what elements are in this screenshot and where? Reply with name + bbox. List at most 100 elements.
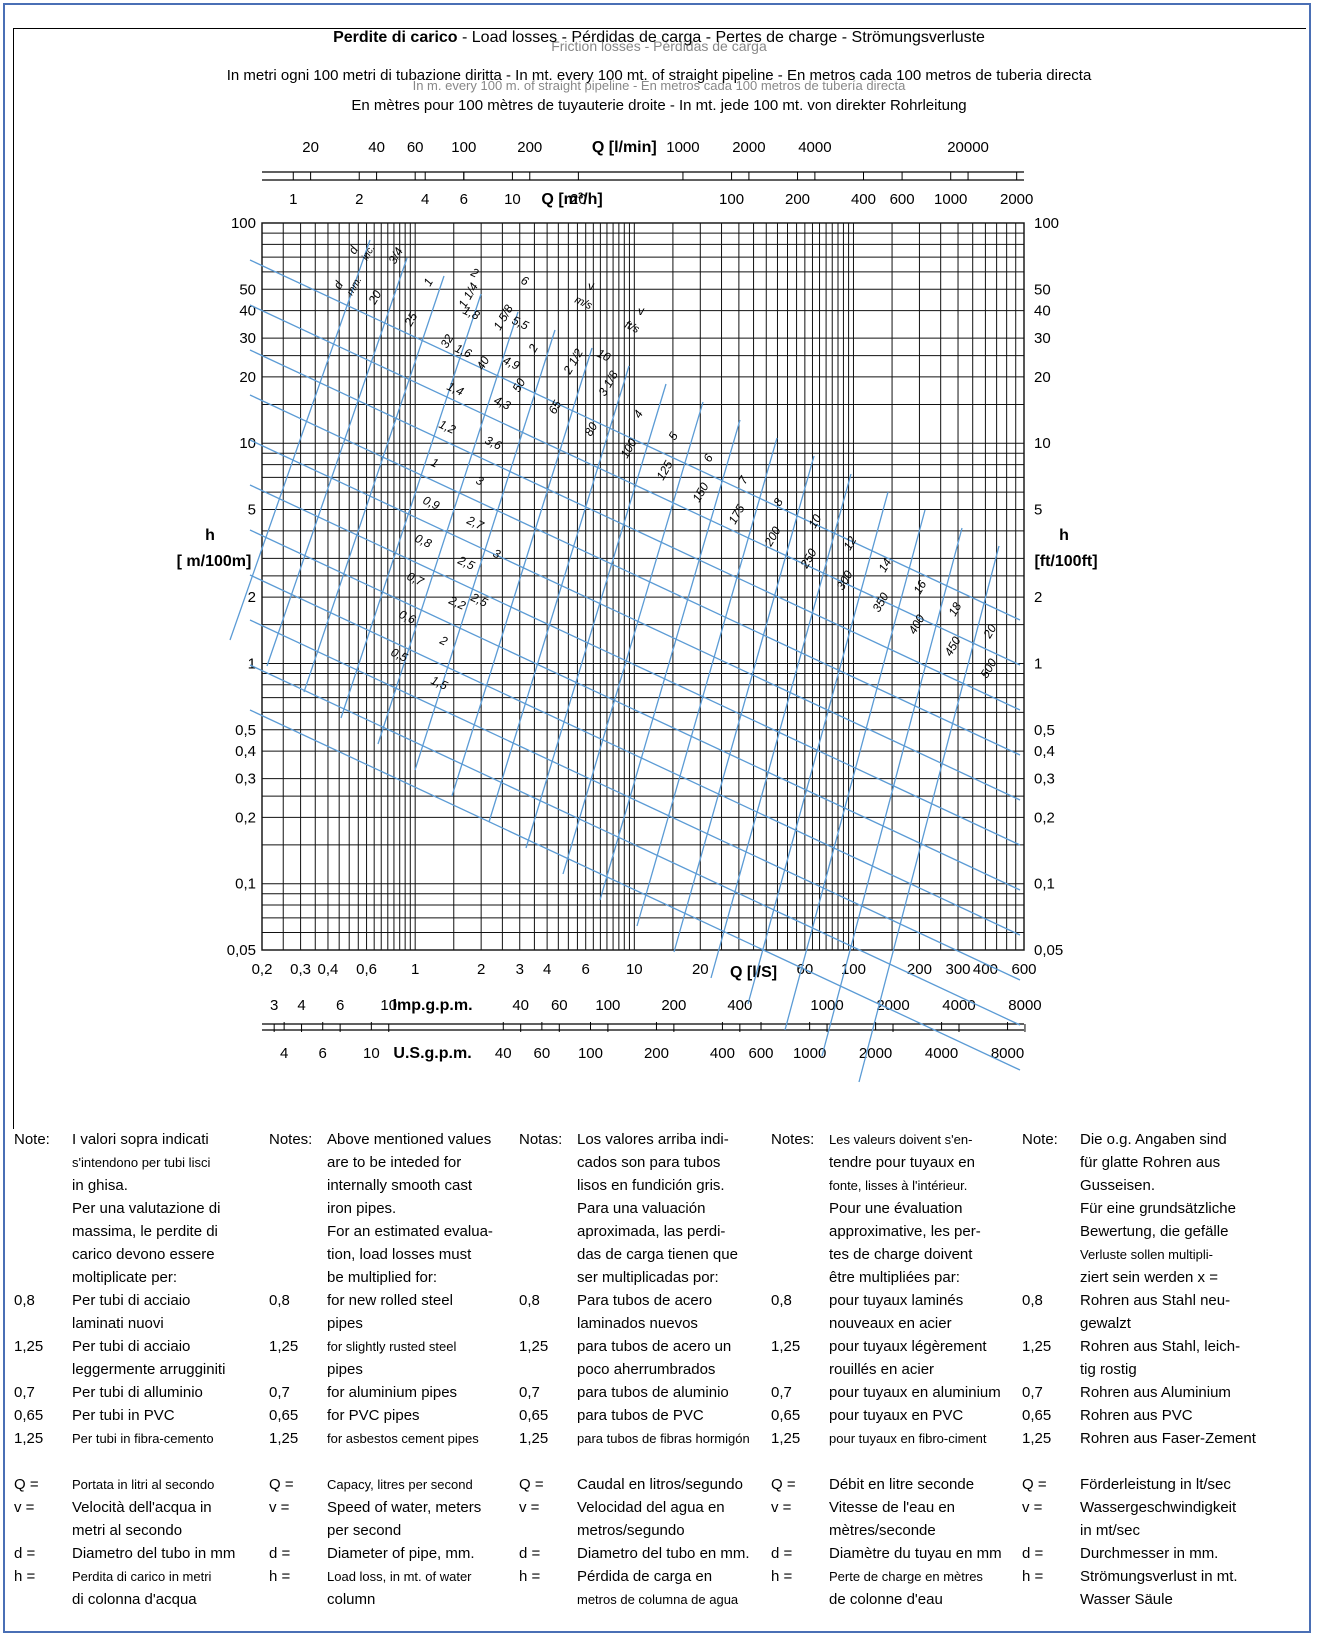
legend-symbol: h = [14, 1568, 36, 1585]
velocity-ft-header-unit: ft/s [623, 319, 642, 336]
factor-description: for new rolled steel [327, 1292, 453, 1309]
notes-text-line: Les valeurs doivent s'en- [829, 1132, 973, 1147]
velocity-fts-label: 2,5 [468, 590, 490, 610]
secondary-axis-tick-label: 1000 [793, 1045, 826, 1062]
diameter-inch-label: 1 [420, 276, 435, 289]
secondary-axis-tick-label: 200 [644, 1045, 669, 1062]
notes-heading: Notes: [771, 1131, 815, 1148]
secondary-axis-tick-label: 60 [551, 997, 568, 1014]
factor-description: for asbestos cement pipes [327, 1431, 479, 1446]
velocity-label: 1,8 [461, 303, 482, 323]
legend-description: metros de columna de agua [577, 1592, 739, 1607]
factor-description: for slightly rusted steel [327, 1339, 457, 1354]
factor-description: pour tuyaux légèrement [829, 1338, 987, 1355]
velocity-label: 0,9 [421, 493, 442, 513]
notes-text-line: Para una valuación [577, 1200, 706, 1217]
x-tick-label: 600 [1011, 961, 1036, 978]
notes-text-line: For an estimated evalua- [327, 1223, 493, 1240]
legend-description: Perte de charge en mètres [829, 1569, 983, 1584]
secondary-axis-tick-label: 400 [851, 191, 876, 208]
diameter-mm-label: 32 [437, 332, 456, 351]
y-axis-unit-right: [ft/100ft] [1034, 553, 1097, 570]
secondary-axis-tick-label: 10 [504, 191, 521, 208]
velocity-line [249, 259, 1021, 621]
factor-description: for aluminium pipes [327, 1384, 458, 1401]
notes-heading: Notes: [269, 1131, 313, 1148]
secondary-axis-label: Imp.g.p.m. [393, 997, 473, 1014]
diameter-inch-label: 2 1/2 [560, 346, 586, 377]
notes-text-line: Die o.g. Angaben sind [1080, 1131, 1227, 1148]
legend-description: Vitesse de l'eau en [829, 1499, 956, 1516]
secondary-axis-tick-label: 1000 [666, 139, 699, 156]
diameter-mm-label: 300 [833, 568, 855, 593]
diameter-mm-label: 175 [725, 502, 747, 527]
y-tick-label-left: 0,1 [235, 876, 256, 893]
secondary-axis-tick-label: 4 [280, 1045, 288, 1062]
velocity-label: 0,8 [413, 531, 434, 551]
factor-value: 0,65 [1022, 1407, 1052, 1424]
secondary-axis-label: U.S.g.p.m. [393, 1045, 471, 1062]
y-tick-label-right: 0,4 [1034, 743, 1055, 760]
velocity-ft-header: v [638, 304, 645, 318]
notes-text-line: be multiplied for: [327, 1269, 438, 1286]
x-tick-label: 20 [692, 961, 709, 978]
x-tick-label: 0,6 [356, 961, 377, 978]
notes-text-line: in ghisa. [72, 1177, 128, 1194]
velocity-line [249, 619, 1021, 981]
factor-description: Per tubi di alluminio [72, 1384, 203, 1401]
legend-symbol: v = [519, 1499, 540, 1516]
diameter-mm-label: 40 [473, 354, 492, 373]
diameter-inch-label: 7 [735, 473, 751, 487]
notes-text-line: tendre pour tuyaux en [829, 1154, 975, 1171]
diameter-mm-label: 25 [401, 310, 420, 330]
legend-symbol: d = [14, 1545, 36, 1562]
diameter-line [599, 419, 741, 901]
y-tick-label-right: 0,1 [1034, 876, 1055, 893]
factor-description: pour tuyaux en PVC [829, 1407, 964, 1424]
x-tick-label: 0,4 [318, 961, 339, 978]
legend-description: metros/segundo [577, 1522, 685, 1539]
title-bold: Perdite di carico [333, 29, 458, 46]
nomogram-lines [229, 239, 1021, 1083]
legend-symbol: Q = [14, 1476, 39, 1493]
factor-description: Per tubi in PVC [72, 1407, 175, 1424]
x-tick-label: 200 [907, 961, 932, 978]
diameter-line [747, 491, 889, 1005]
notes-text-line: lisos en fundición gris. [577, 1177, 725, 1194]
x-axis-label: Q [l/S] [730, 964, 777, 981]
y-tick-label-left: 50 [239, 281, 256, 298]
page-frame [3, 3, 1311, 1633]
factor-value: 0,7 [519, 1384, 540, 1401]
plot-area [261, 222, 1025, 951]
legend-symbol: Q = [519, 1476, 544, 1493]
legend-description: Diametro del tubo in mm [72, 1545, 236, 1562]
factor-description: Rohren aus Aluminium [1080, 1384, 1231, 1401]
velocity-header: v [588, 279, 595, 293]
diameter-line [340, 293, 482, 719]
factor-description: para tubos de PVC [577, 1407, 704, 1424]
factor-value: 1,25 [1022, 1338, 1052, 1355]
factor-description: tig rostig [1080, 1361, 1137, 1378]
notes-heading: Notas: [519, 1131, 563, 1148]
secondary-axis-tick-label: 4000 [942, 997, 975, 1014]
factor-description: Per tubi in fibra-cemento [72, 1431, 214, 1446]
factor-value: 0,8 [14, 1292, 35, 1309]
y-tick-label-right: 50 [1034, 281, 1051, 298]
legend-description: Förderleistung in lt/sec [1080, 1476, 1231, 1493]
factor-value: 0,8 [771, 1292, 792, 1309]
secondary-axis-tick-label: 100 [595, 997, 620, 1014]
diameter-inch-label: 8 [770, 495, 786, 508]
factor-value: 1,25 [14, 1430, 44, 1447]
velocity-label-2: 2,2 [446, 593, 468, 613]
factor-description: Rohren aus Faser-Zement [1080, 1430, 1256, 1447]
factor-description: poco aherrumbrados [577, 1361, 716, 1378]
factor-value: 0,65 [269, 1407, 299, 1424]
legend-description: Diametro del tubo en mm. [577, 1545, 750, 1562]
legend-symbol: h = [1022, 1568, 1044, 1585]
secondary-axis-tick-label: 2000 [732, 139, 765, 156]
legend-symbol: Q = [269, 1476, 294, 1493]
diameter-inch-label: 2 [525, 341, 541, 355]
legend-description: Velocità dell'acqua in [72, 1499, 212, 1516]
legend-symbol: h = [519, 1568, 541, 1585]
y-tick-label-left: 10 [239, 435, 256, 452]
